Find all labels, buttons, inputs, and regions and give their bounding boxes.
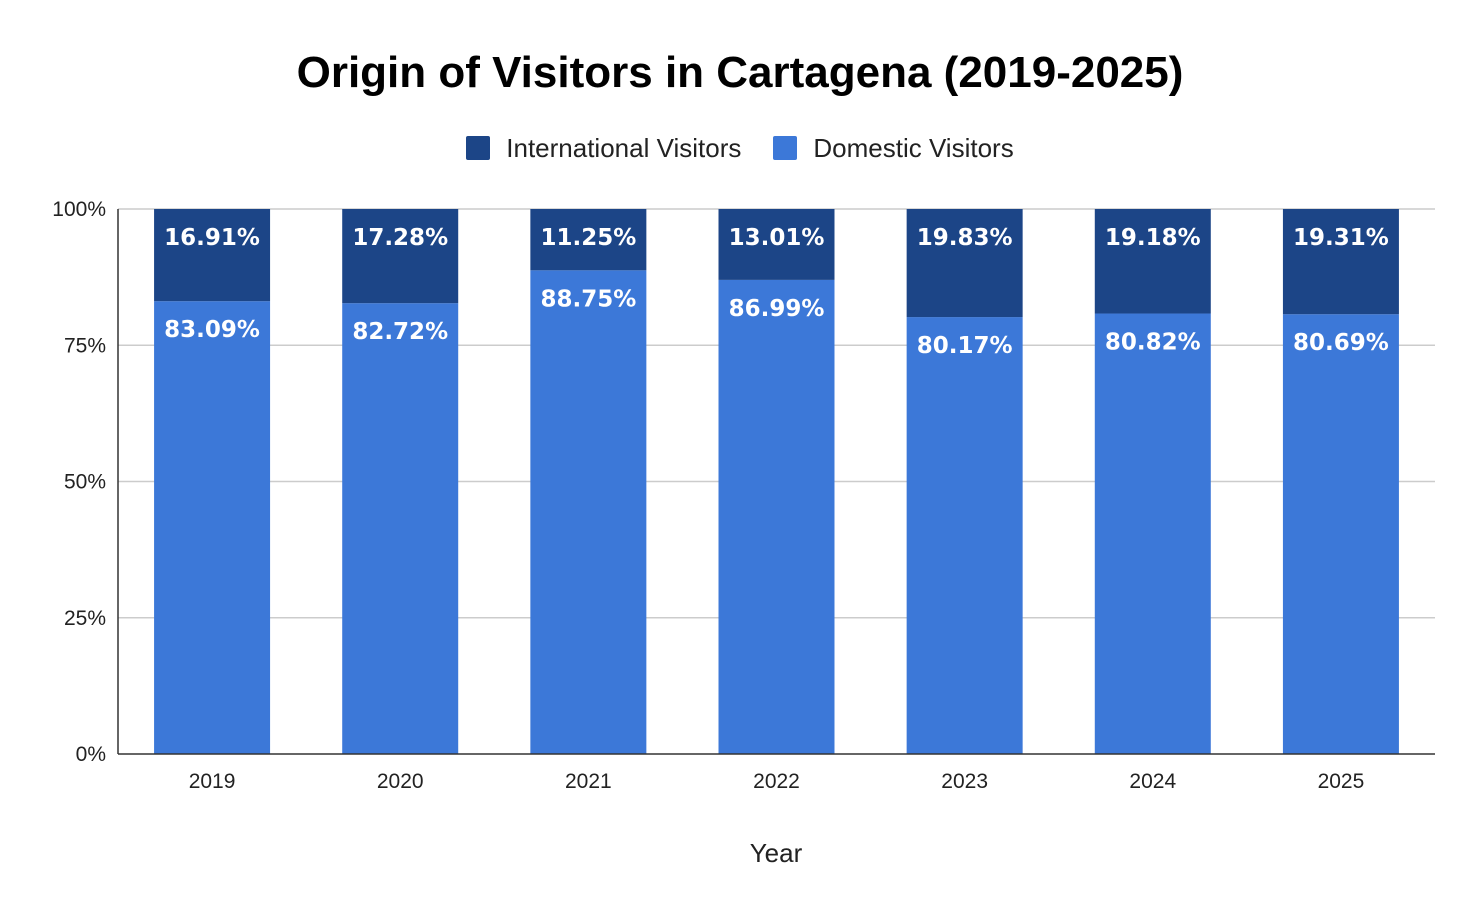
x-tick-label: 2020 bbox=[377, 770, 424, 793]
data-label: 17.28% bbox=[352, 225, 448, 251]
y-tick-label: 75% bbox=[64, 334, 106, 357]
y-tick-label: 0% bbox=[76, 743, 106, 766]
legend-swatch-international bbox=[466, 136, 491, 160]
data-label: 19.31% bbox=[1293, 225, 1389, 251]
x-tick-label: 2019 bbox=[189, 770, 236, 793]
data-label: 86.99% bbox=[729, 296, 825, 322]
y-tick-label: 25% bbox=[64, 607, 106, 630]
legend: International Visitors Domestic Visitors bbox=[0, 132, 1480, 164]
axis-layer: 0% 25% 50% 75% 100% 2019 2020 2021 2022 2023 2024 2… bbox=[52, 198, 1435, 793]
bar-international-visitors-2022[interactable] bbox=[718, 209, 835, 280]
bar-domestic-visitors-2025[interactable] bbox=[1282, 314, 1399, 754]
bar-domestic-visitors-2020[interactable] bbox=[342, 303, 459, 754]
bar-domestic-visitors-2021[interactable] bbox=[530, 270, 647, 754]
data-label: 19.83% bbox=[917, 225, 1013, 251]
data-label: 80.17% bbox=[917, 333, 1013, 359]
legend-label-international: International Visitors bbox=[506, 132, 742, 163]
bar-international-visitors-2025[interactable] bbox=[1282, 209, 1399, 315]
chart-title: Origin of Visitors in Cartagena (2019-20… bbox=[296, 48, 1184, 97]
legend-label-domestic: Domestic Visitors bbox=[813, 132, 1014, 163]
legend-swatch-domestic bbox=[773, 136, 798, 160]
x-tick-label: 2023 bbox=[941, 770, 988, 793]
y-tick-label: 100% bbox=[52, 198, 106, 221]
data-label: 80.69% bbox=[1293, 330, 1389, 356]
bar-international-visitors-2024[interactable] bbox=[1094, 209, 1211, 314]
x-tick-label: 2022 bbox=[753, 770, 800, 793]
bar-international-visitors-2023[interactable] bbox=[906, 209, 1023, 318]
data-label: 83.09% bbox=[164, 317, 260, 343]
data-label: 13.01% bbox=[729, 225, 825, 251]
x-tick-label: 2021 bbox=[565, 770, 612, 793]
bar-domestic-visitors-2024[interactable] bbox=[1094, 313, 1211, 754]
legend-item-domestic[interactable]: Domestic Visitors bbox=[773, 132, 1014, 164]
bar-international-visitors-2019[interactable] bbox=[154, 209, 271, 302]
data-label: 16.91% bbox=[164, 225, 260, 251]
data-labels-layer: 83.09% 16.91% 82.72% 17.28% 88.75% 11.25% 86.9… bbox=[164, 225, 1389, 359]
x-tick-label: 2024 bbox=[1129, 770, 1176, 793]
data-label: 11.25% bbox=[540, 225, 636, 251]
data-label: 88.75% bbox=[540, 286, 636, 312]
bar-international-visitors-2020[interactable] bbox=[342, 209, 459, 304]
bar-domestic-visitors-2023[interactable] bbox=[906, 317, 1023, 754]
bar-domestic-visitors-2019[interactable] bbox=[154, 301, 271, 754]
y-tick-label: 50% bbox=[64, 471, 106, 494]
legend-item-international[interactable]: International Visitors bbox=[466, 133, 741, 164]
bar-domestic-visitors-2022[interactable] bbox=[718, 279, 835, 754]
data-label: 82.72% bbox=[352, 319, 448, 345]
data-label: 19.18% bbox=[1105, 225, 1201, 251]
data-label: 80.82% bbox=[1105, 330, 1201, 356]
bars-layer bbox=[154, 209, 1399, 754]
x-tick-label: 2025 bbox=[1318, 770, 1365, 793]
bar-international-visitors-2021[interactable] bbox=[530, 209, 647, 271]
x-axis-title: Year bbox=[750, 838, 803, 868]
